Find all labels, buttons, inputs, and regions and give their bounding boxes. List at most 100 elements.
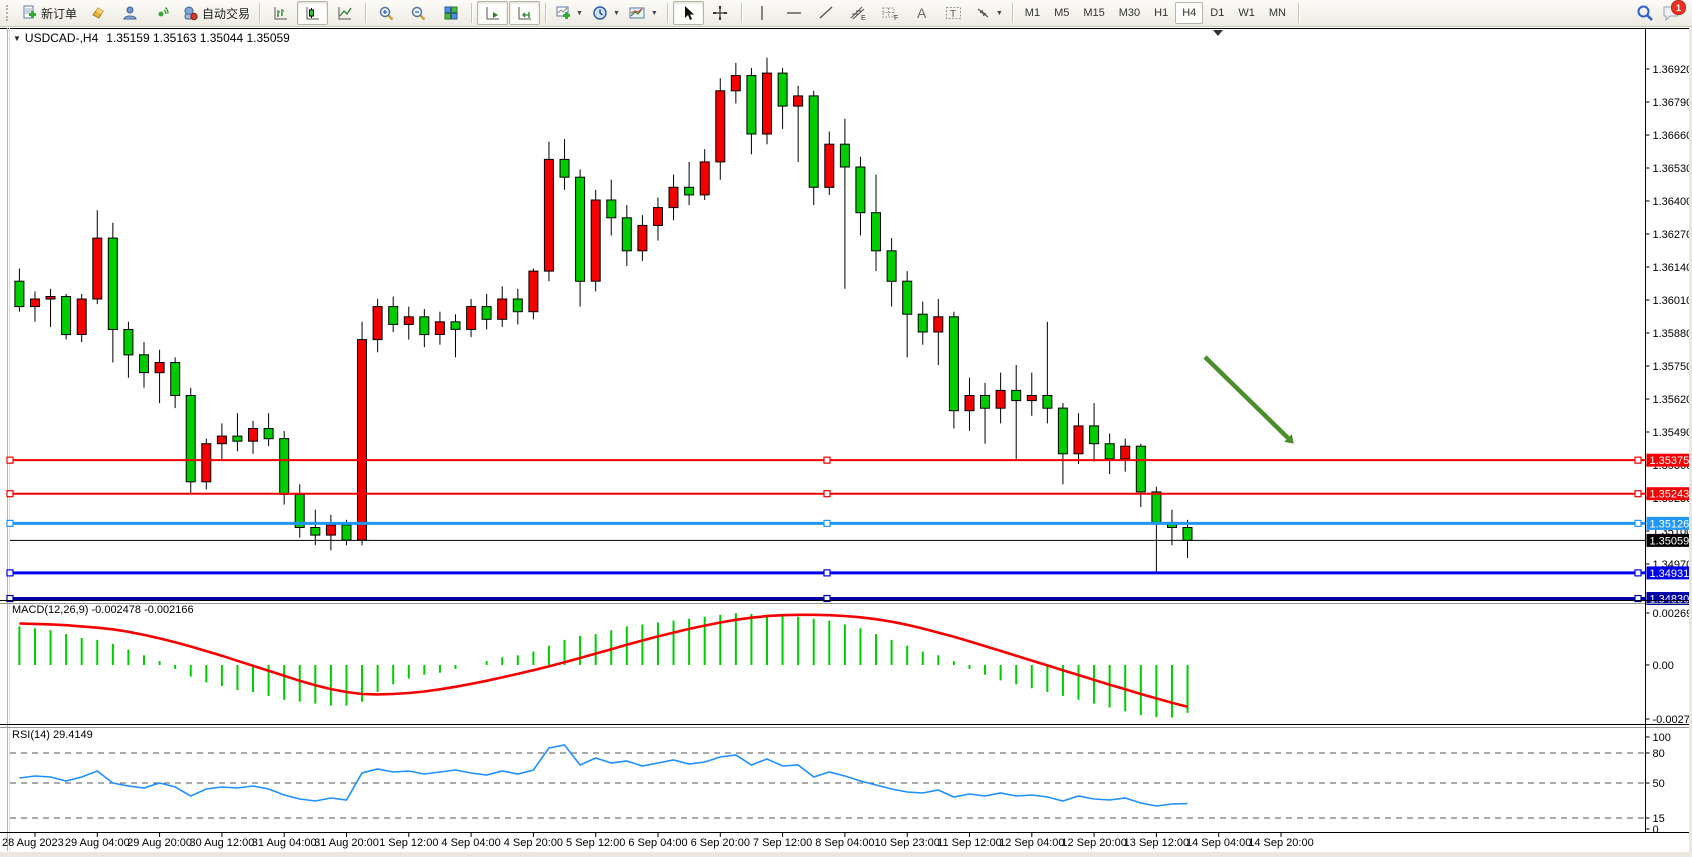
templates-button[interactable]: ▼ — [625, 1, 662, 25]
line-chart-button[interactable] — [329, 1, 360, 25]
signal-button[interactable] — [146, 1, 177, 25]
dropdown-arrow-icon[interactable]: ▼ — [650, 9, 658, 17]
text-label-button[interactable]: T — [939, 1, 970, 25]
chart-canvas[interactable]: 1.36920 1.36790 1.36660 1.36530 1.36400 1.362… — [0, 28, 1692, 857]
line-handle[interactable] — [1634, 490, 1642, 498]
timeframe-m1[interactable]: M1 — [1024, 7, 1041, 19]
new-order-icon — [23, 5, 36, 19]
line-handle[interactable] — [823, 456, 831, 464]
time-axis-label: 8 Sep 04:00 — [815, 837, 874, 849]
candle-up — [325, 524, 336, 536]
auto-scroll-button[interactable] — [477, 1, 509, 25]
candle-down — [512, 298, 523, 313]
line-handle[interactable] — [823, 594, 831, 603]
line-handle[interactable] — [1634, 594, 1642, 603]
timeframe-m30[interactable]: M30 — [1118, 7, 1141, 19]
zoom-in-button[interactable] — [371, 1, 402, 25]
candle-down — [746, 75, 757, 135]
candle-up — [653, 207, 663, 226]
candle-up — [466, 306, 477, 330]
fibonacci-button[interactable]: E — [843, 1, 874, 25]
palette-button[interactable] — [82, 1, 113, 25]
toolbar-right: 1 — [1636, 0, 1688, 22]
profile-button[interactable] — [114, 1, 145, 25]
toolbar-separator — [471, 3, 473, 23]
timeframe-w1[interactable]: W1 — [1238, 7, 1255, 19]
autotrade-button[interactable]: 自动交易 — [178, 1, 254, 25]
timeframe-m5[interactable]: M5 — [1054, 7, 1070, 19]
dropdown-arrow-icon[interactable]: ▼ — [576, 9, 583, 17]
line-handle[interactable] — [6, 490, 14, 498]
timeframe-h4[interactable]: H4 — [1175, 2, 1204, 24]
bar-chart-button[interactable] — [265, 1, 296, 25]
periods-icon — [593, 6, 607, 20]
tile-windows-button[interactable] — [435, 1, 466, 25]
chart-title[interactable]: ▼ USDCAD-,H4 1.35159 1.35163 1.35044 1.350… — [13, 31, 290, 45]
window-bottom-frame — [0, 852, 1692, 857]
time-axis-label: 13 Sep 12:00 — [1124, 837, 1189, 849]
line-handle[interactable] — [1634, 456, 1642, 464]
svg-text:F: F — [894, 15, 898, 22]
cursor-button[interactable] — [672, 1, 704, 25]
candlestick-button[interactable] — [297, 1, 329, 25]
palette-icon — [91, 7, 104, 19]
dropdown-arrow-icon[interactable]: ▼ — [612, 9, 620, 17]
line-handle[interactable] — [6, 519, 14, 527]
vertical-line-button[interactable] — [747, 1, 778, 25]
trend-arrow-head — [1284, 434, 1294, 444]
line-handle[interactable] — [6, 594, 14, 603]
indicators-button[interactable]: ▼ — [551, 1, 587, 25]
timeframe-mn[interactable]: MN — [1268, 7, 1286, 19]
svg-text:E: E — [861, 15, 866, 22]
timeframe-m15[interactable]: M15 — [1083, 7, 1105, 19]
periods-button[interactable]: ▼ — [588, 1, 624, 25]
line-handle[interactable] — [823, 519, 831, 527]
candle-up — [762, 72, 772, 135]
price-axis-label: 1.35620 — [1653, 394, 1692, 406]
svg-text:A: A — [917, 5, 927, 21]
line-handle[interactable] — [6, 456, 14, 464]
chart-shift-button[interactable] — [509, 1, 541, 25]
price-level-label[interactable] — [1646, 566, 1692, 580]
price-axis-label: 1.36010 — [1653, 295, 1692, 307]
price-level-label[interactable] — [1646, 592, 1692, 606]
text-button[interactable]: A — [907, 1, 938, 25]
new-order-button[interactable]: 新订单 — [17, 1, 81, 25]
candle-up — [824, 143, 835, 188]
line-handle[interactable] — [6, 569, 14, 577]
price-level-label[interactable] — [1646, 516, 1692, 530]
timeframe-h1[interactable]: H1 — [1154, 7, 1169, 19]
price-level-value: 1.34931 — [1650, 568, 1690, 580]
trendline-button[interactable] — [811, 1, 842, 25]
trendline-icon — [819, 6, 833, 19]
toolbar-grip[interactable] — [6, 5, 12, 21]
zoom-out-button[interactable] — [403, 1, 434, 25]
candle-down — [839, 143, 850, 168]
new-order-label: 新订单 — [41, 6, 78, 21]
price-level-label[interactable] — [1646, 487, 1692, 501]
trend-arrow-annotation[interactable] — [1203, 355, 1290, 440]
svg-text:T: T — [950, 9, 956, 20]
chart-shift-marker-icon[interactable] — [1213, 30, 1223, 36]
line-handle[interactable] — [823, 490, 831, 498]
candle-down — [684, 186, 695, 196]
line-handle[interactable] — [1634, 569, 1642, 577]
grid-button[interactable]: F — [875, 1, 906, 25]
price-level-value: 1.34830 — [1650, 594, 1690, 606]
price-level-label[interactable] — [1646, 453, 1692, 467]
timeframe-group: M1 M5 M15 M30 H1 H4 D1 W1 MN — [1018, 2, 1293, 24]
candle-up — [590, 199, 601, 282]
horizontal-line-button[interactable] — [779, 1, 810, 25]
candle-down — [948, 316, 959, 412]
rsi-line — [19, 744, 1188, 807]
dropdown-arrow-icon[interactable]: ▼ — [995, 9, 1003, 17]
search-icon[interactable] — [1636, 4, 1654, 22]
timeframe-d1[interactable]: D1 — [1210, 7, 1225, 19]
candle-up — [1120, 445, 1131, 460]
line-handle[interactable] — [1634, 519, 1642, 527]
arrows-button[interactable]: ▼ — [971, 1, 1007, 25]
crosshair-button[interactable] — [705, 1, 736, 25]
chart-title-collapse-icon[interactable]: ▼ — [13, 34, 21, 43]
notifications-button[interactable]: 1 — [1662, 0, 1686, 22]
line-handle[interactable] — [823, 569, 831, 577]
